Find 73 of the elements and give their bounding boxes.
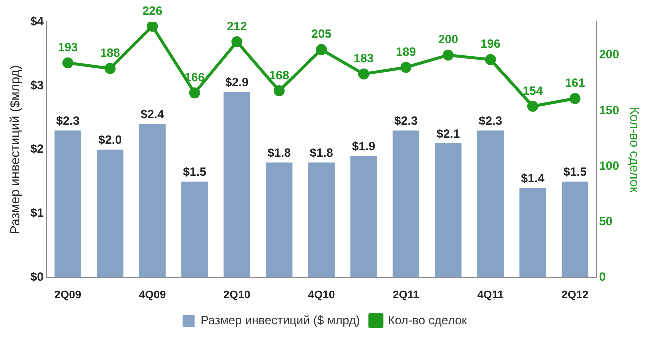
bar (54, 130, 82, 278)
point (189, 88, 200, 99)
data-label: 205 (312, 27, 332, 42)
data-label: 196 (480, 37, 502, 52)
bar (350, 156, 378, 278)
point (62, 58, 74, 69)
data-label: 168 (269, 68, 290, 82)
y2-tick-label: 0 (599, 270, 606, 284)
y2-tick-label: 150 (599, 103, 620, 118)
bar (266, 162, 293, 278)
y-axis-title: Размер инвестиций ($млрд) (7, 65, 22, 234)
data-label: $1.8 (268, 146, 292, 160)
x-tick-label: 2Q11 (393, 289, 420, 302)
data-label: 200 (438, 32, 459, 47)
bar (435, 144, 462, 278)
y-tick-label: $4 (30, 14, 44, 28)
bar (97, 150, 124, 278)
data-label: $2.9 (225, 76, 250, 90)
legend-label: Размер инвестиций ($ млрд) (200, 313, 360, 328)
x-tick-label: 2Q12 (562, 289, 589, 302)
data-label: 212 (227, 19, 248, 34)
x-tick-label: 4Q09 (139, 289, 166, 302)
y-tick-label: $3 (30, 78, 44, 92)
point (527, 101, 538, 112)
bar (562, 182, 589, 278)
point (274, 85, 285, 96)
data-label: $2.3 (479, 114, 503, 128)
x-tick-label: 2Q09 (54, 289, 82, 302)
bar (308, 162, 335, 278)
point (570, 93, 581, 104)
y-tick-label: $1 (30, 206, 44, 220)
data-label: $1.9 (352, 140, 376, 154)
data-label: $1.4 (521, 172, 545, 186)
point (442, 50, 454, 61)
point (485, 54, 496, 66)
data-label: $2.3 (56, 114, 80, 128)
bar (477, 130, 504, 278)
legend-label: Кол-во сделок (388, 313, 468, 328)
data-label: $2.4 (140, 108, 165, 122)
x-tick-label: 4Q10 (308, 289, 336, 302)
y2-tick-label: 50 (599, 214, 614, 229)
data-label: 189 (396, 44, 417, 59)
data-label: $2.3 (394, 114, 418, 128)
x-tick-label: 2Q10 (224, 289, 251, 302)
y2-tick-label: 100 (599, 158, 620, 173)
bar (182, 182, 208, 278)
data-label: $1.5 (564, 165, 588, 180)
point (400, 62, 412, 74)
bar (139, 124, 166, 278)
y-tick-label: $0 (30, 270, 44, 284)
point (147, 22, 158, 32)
point (316, 44, 328, 56)
data-label: 193 (58, 40, 78, 54)
y-tick-label: $2 (30, 142, 44, 156)
y2-axis-title: Кол-во сделок (628, 107, 643, 193)
data-label: $1.5 (183, 165, 207, 180)
data-label: 183 (354, 52, 374, 66)
data-label: $2.1 (436, 126, 460, 141)
point (104, 63, 116, 74)
point (232, 36, 243, 48)
bar (520, 188, 546, 278)
x-tick-label: 4Q11 (478, 289, 504, 302)
data-label: 226 (142, 4, 163, 18)
bar (224, 92, 250, 278)
data-label: $2.0 (98, 133, 122, 148)
data-label: $1.8 (310, 146, 334, 160)
bar (392, 130, 420, 278)
data-label: 154 (522, 84, 544, 98)
y2-tick-label: 200 (599, 48, 620, 62)
data-label: 161 (565, 76, 586, 90)
point (358, 68, 370, 80)
data-label: 166 (184, 70, 206, 84)
data-label: 188 (100, 46, 121, 60)
